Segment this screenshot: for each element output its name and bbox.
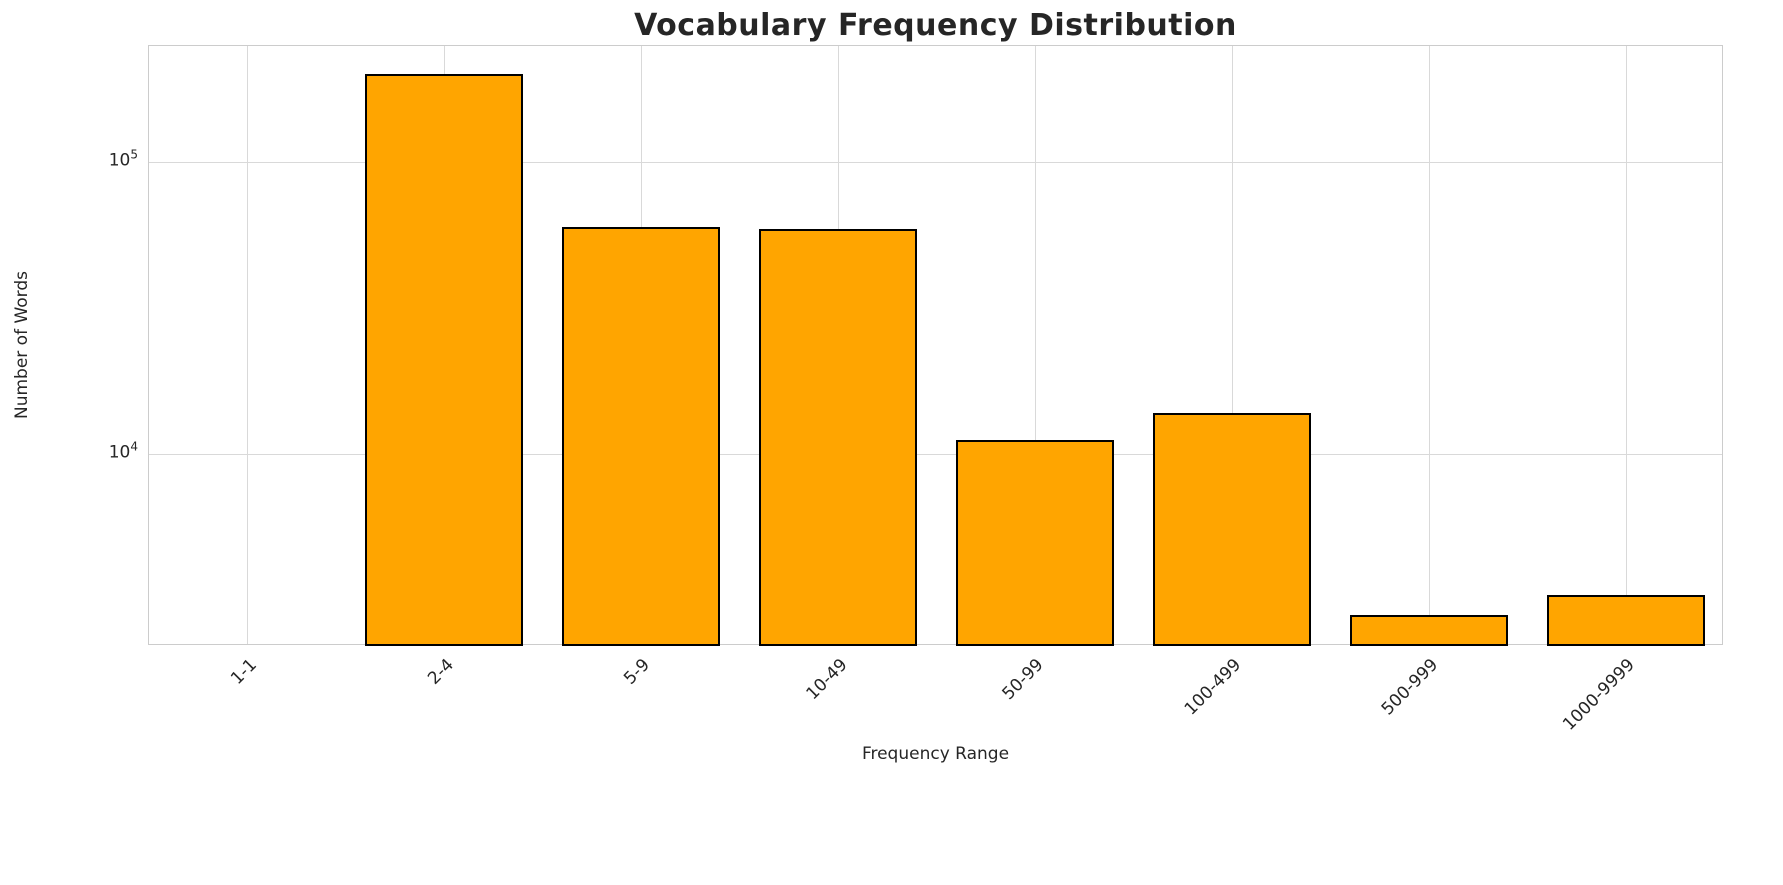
x-tick-label-5-9: 5-9 (620, 655, 655, 689)
x-tick-label-500-999: 500-999 (1377, 655, 1442, 720)
chart-title: Vocabulary Frequency Distribution (634, 8, 1237, 43)
plot-area (148, 45, 1723, 646)
bar-10-49 (759, 229, 918, 646)
y-axis-label: Number of Words (12, 270, 32, 420)
x-tick-label-1000-9999: 1000-9999 (1559, 655, 1639, 735)
x-tick-label-100-499: 100-499 (1180, 655, 1245, 720)
v-gridline-100-499 (1231, 46, 1233, 644)
v-gridline-500-999 (1428, 46, 1430, 644)
h-gridline-10e5 (149, 162, 1722, 164)
x-tick-label-50-99: 50-99 (998, 655, 1049, 705)
x-tick-label-1-1: 1-1 (226, 655, 261, 689)
y-tick-label-10e4: 104 (108, 439, 138, 463)
bar-5-9 (562, 226, 721, 646)
x-tick-label-2-4: 2-4 (423, 655, 458, 689)
x-tick-label-10-49: 10-49 (802, 655, 852, 705)
h-gridline-10e4 (149, 454, 1722, 456)
x-axis-label: Frequency Range (861, 744, 1010, 764)
v-gridline-1000-9999 (1625, 46, 1627, 644)
bar-100-499 (1152, 413, 1311, 646)
bar-2-4 (365, 74, 524, 646)
v-gridline-50-99 (1034, 46, 1036, 644)
bar-500-999 (1349, 615, 1508, 646)
v-gridline-1-1 (247, 46, 249, 644)
y-tick-label-10e5: 105 (108, 147, 138, 171)
bar-50-99 (955, 439, 1114, 646)
bar-1000-9999 (1546, 594, 1705, 646)
